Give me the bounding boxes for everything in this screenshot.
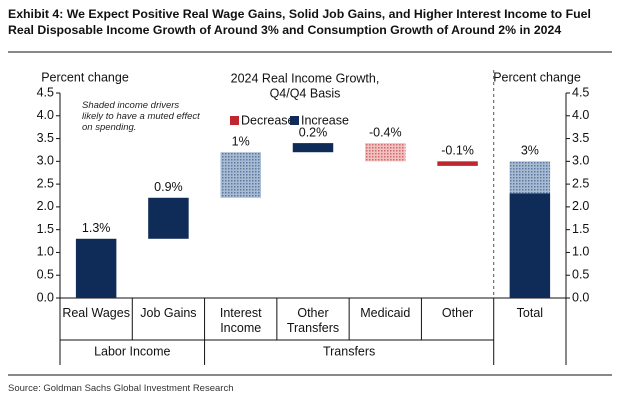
data-label: 0.2%	[299, 125, 328, 139]
y-tick-label: 4.5	[37, 85, 54, 99]
y2-tick-label: 3.0	[572, 154, 589, 168]
x-tick-label: Other	[441, 306, 474, 320]
source: Source: Goldman Sachs Global Investment …	[8, 383, 234, 394]
y2-tick-label: 1.0	[572, 245, 589, 259]
x-tick-label: Interest Income	[219, 306, 262, 335]
y-tick-label: 3.5	[37, 131, 54, 145]
annotation: Shaded income drivers likely to have a m…	[82, 100, 200, 133]
y2-tick-label: 0.0	[572, 290, 589, 304]
y2-tick-label: 2.0	[572, 199, 589, 213]
x-tick-label: Job Gains	[140, 306, 197, 320]
y-axis-label: Percent change	[41, 70, 129, 84]
bar-shaded	[509, 161, 551, 194]
bar	[220, 152, 261, 198]
y2-tick-label: 4.0	[572, 108, 589, 122]
y2-axis-label: Percent change	[493, 70, 581, 84]
x-tick-label: Total	[516, 306, 544, 320]
bar-solid	[509, 193, 551, 298]
bar	[437, 161, 478, 166]
y-tick-label: 3.0	[37, 154, 54, 168]
x-tick-label: Other Transfers	[286, 306, 340, 335]
chart-subtitle: Q4/Q4 Basis	[270, 86, 341, 100]
data-label: -0.1%	[441, 144, 474, 158]
data-label: -0.4%	[369, 125, 402, 139]
data-label: 3%	[521, 144, 539, 158]
bar	[365, 143, 406, 162]
y-tick-label: 1.5	[37, 222, 54, 236]
y-tick-label: 0.5	[37, 268, 54, 282]
bar	[292, 143, 334, 153]
legend-label: Decrease	[241, 113, 295, 127]
bar	[75, 238, 117, 298]
exhibit-title: Exhibit 4: We Expect Positive Real Wage …	[8, 7, 591, 37]
x-tick-label: Real Wages	[62, 306, 130, 320]
y-tick-label: 2.5	[37, 176, 54, 190]
data-label: 1.3%	[82, 221, 111, 235]
legend-swatch	[230, 116, 239, 125]
y2-tick-label: 3.5	[572, 131, 589, 145]
x-tick-label: Medicaid	[360, 306, 411, 320]
group-label: Transfers	[323, 344, 375, 358]
y2-tick-label: 1.5	[572, 222, 589, 236]
data-label: 0.9%	[154, 180, 183, 194]
y2-tick-label: 0.5	[572, 268, 589, 282]
legend-label: Increase	[301, 113, 349, 127]
chart-title: 2024 Real Income Growth,	[231, 71, 380, 85]
y-tick-label: 1.0	[37, 245, 54, 259]
legend-swatch	[290, 116, 299, 125]
y2-tick-label: 2.5	[572, 176, 589, 190]
data-label: 1%	[232, 135, 250, 149]
y-tick-label: 4.0	[37, 108, 54, 122]
y-tick-label: 0.0	[37, 290, 54, 304]
bar	[148, 197, 189, 239]
y2-tick-label: 4.5	[572, 85, 589, 99]
group-label: Labor Income	[94, 344, 170, 358]
y-tick-label: 2.0	[37, 199, 54, 213]
